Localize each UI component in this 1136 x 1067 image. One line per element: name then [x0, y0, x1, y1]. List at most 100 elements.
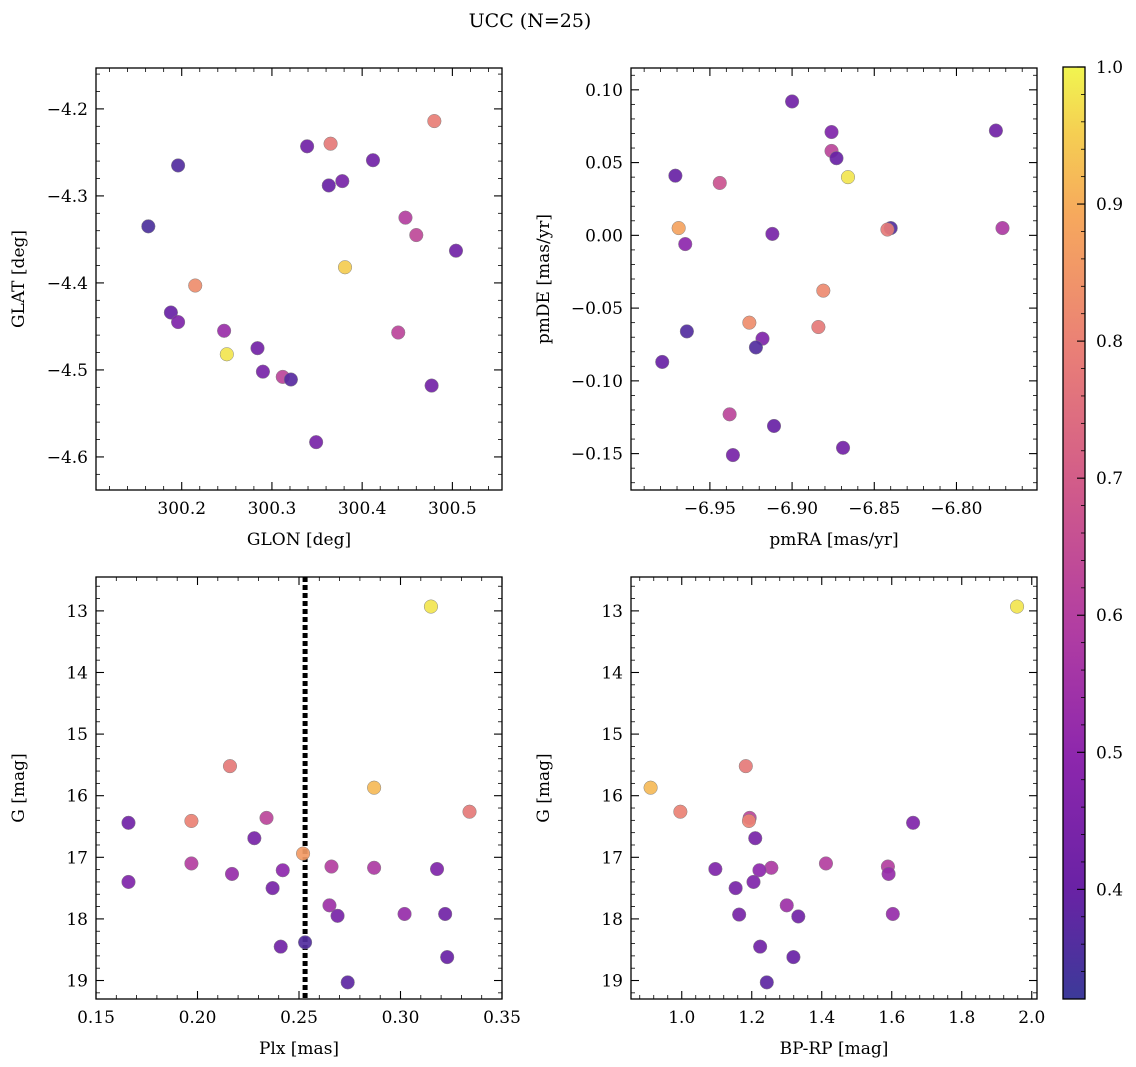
data-point [824, 124, 839, 140]
data-point [668, 168, 683, 183]
x-axis-label: BP-RP [mag] [780, 1039, 889, 1059]
y-axis-label: GLAT [deg] [9, 230, 29, 328]
data-point [330, 908, 345, 923]
data-point [423, 599, 439, 614]
data-point [753, 939, 768, 954]
colorbar-tick-label: 0.7 [1096, 469, 1123, 489]
colorbar-tick-label: 0.9 [1096, 195, 1123, 215]
y-axis-label: pmDE [mas/yr] [534, 214, 554, 344]
data-point [283, 372, 298, 387]
colorbar-tick-label: 0.4 [1096, 880, 1123, 900]
data-point [438, 906, 453, 922]
data-point [141, 219, 156, 234]
data-point [462, 804, 477, 819]
x-tick-label: 1.2 [738, 1008, 765, 1028]
data-point [742, 315, 757, 330]
y-tick-label: 16 [601, 787, 623, 807]
x-tick-label: 0.15 [77, 1008, 115, 1028]
data-point [275, 863, 290, 878]
y-tick-label: 0.00 [585, 226, 623, 246]
y-tick-label: 15 [601, 725, 623, 745]
x-tick-label: −6.90 [766, 499, 818, 519]
x-axis-label: pmRA [mas/yr] [769, 530, 898, 550]
data-point [829, 151, 844, 166]
axes-frame [95, 67, 503, 491]
figure-title: UCC (N=25) [469, 10, 592, 32]
data-point [397, 906, 412, 922]
x-tick-label: 300.4 [338, 499, 387, 519]
data-point [322, 898, 337, 913]
x-tick-label: 1.4 [808, 1008, 835, 1028]
data-point [323, 136, 338, 151]
data-point [188, 278, 203, 293]
data-point [779, 898, 794, 913]
data-point [247, 831, 262, 846]
data-point [367, 860, 382, 875]
data-point [259, 810, 274, 825]
data-point [321, 178, 336, 193]
y-tick-label: −0.10 [571, 372, 623, 392]
data-point [367, 780, 382, 795]
data-point [217, 323, 232, 338]
y-axis-label: G [mag] [9, 753, 29, 822]
data-point [708, 861, 723, 877]
axes-frame [630, 67, 1038, 491]
y-tick-label: −0.15 [571, 445, 623, 465]
y-tick-label: 17 [601, 848, 623, 868]
axes-frame [95, 576, 503, 1000]
data-point [250, 341, 265, 356]
y-tick-label: 14 [66, 663, 88, 683]
colorbar-tick-label: 0.5 [1096, 743, 1123, 763]
data-point [765, 226, 780, 241]
y-tick-label: 13 [601, 602, 623, 622]
data-point [121, 815, 136, 830]
x-tick-label: −6.85 [848, 499, 900, 519]
data-point [818, 856, 834, 871]
data-point [752, 863, 767, 878]
data-point [163, 305, 178, 320]
data-point [746, 874, 761, 889]
y-tick-label: −0.05 [571, 299, 623, 319]
x-tick-label: 0.30 [382, 1008, 420, 1028]
data-point [881, 866, 896, 881]
data-point [885, 906, 900, 922]
x-axis-label: GLON [deg] [247, 530, 351, 550]
y-tick-label: 18 [66, 910, 88, 930]
data-point [741, 813, 757, 829]
colorbar-tick-label: 0.8 [1096, 332, 1123, 352]
data-point [764, 860, 779, 875]
data-point [171, 315, 186, 330]
x-tick-label: 2.0 [1018, 1008, 1045, 1028]
y-tick-label: −4.4 [47, 274, 88, 294]
y-tick-label: −4.6 [47, 448, 88, 468]
data-point [906, 815, 921, 830]
data-point [995, 221, 1010, 236]
data-point [440, 950, 455, 965]
x-tick-label: 0.35 [483, 1008, 521, 1028]
y-tick-label: 17 [66, 848, 88, 868]
data-point [988, 123, 1003, 138]
data-point [738, 759, 753, 774]
data-point [840, 170, 856, 185]
x-axis-label: Plx [mas] [259, 1039, 339, 1059]
x-tick-label: 300.2 [157, 499, 206, 519]
data-point [298, 935, 313, 950]
y-tick-label: 13 [66, 602, 88, 622]
y-tick-label: −4.5 [47, 361, 88, 381]
data-point [1010, 599, 1025, 614]
data-point [786, 950, 801, 965]
data-point [671, 221, 686, 236]
data-point [427, 114, 442, 129]
panel-pm: −6.95 −6.90 −6.85 −6.80 −0.15 −0.10 −0.05 0.00 0… [534, 67, 1038, 550]
data-point [184, 813, 199, 829]
data-point [340, 975, 355, 990]
data-point [398, 210, 413, 225]
y-tick-label: 18 [601, 910, 623, 930]
data-point [643, 780, 658, 795]
data-point [273, 939, 288, 954]
y-tick-label: −4.2 [47, 100, 88, 120]
data-point [324, 859, 339, 874]
data-point [722, 407, 737, 422]
x-tick-label: −6.80 [930, 499, 982, 519]
